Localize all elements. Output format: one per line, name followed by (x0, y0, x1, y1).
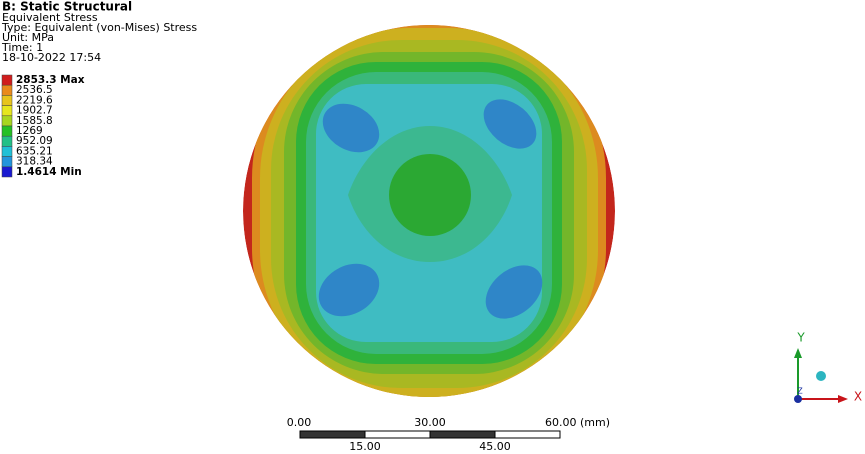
legend-swatch (1, 135, 13, 147)
result-info: Unit: MPa (2, 31, 54, 44)
z-label: Z (797, 387, 803, 396)
band (483, 99, 537, 149)
legend: 2853.3 Max2536.52219.61902.71585.8126995… (1, 74, 85, 178)
legend-swatch (1, 95, 13, 106)
legend-label: 1902.7 (16, 105, 53, 117)
legend-label: 2853.3 Max (16, 74, 85, 86)
legend-label: 1.4614 Min (16, 166, 82, 178)
band (318, 263, 380, 317)
view-ball (816, 371, 826, 381)
scale-label: 45.00 (479, 440, 511, 453)
legend-label: 318.34 (16, 156, 53, 168)
scale-segment (364, 430, 431, 439)
arrow-head (838, 395, 848, 403)
legend-swatch (1, 84, 13, 96)
scale-segment (494, 430, 561, 439)
band (485, 265, 543, 319)
band (389, 154, 471, 236)
legend-label: 1269 (16, 125, 43, 137)
legend-swatch (1, 156, 13, 168)
result-title: B: Static Structural (2, 0, 132, 14)
scale-label: 0.00 (287, 416, 312, 429)
z-axis-origin (794, 395, 802, 403)
scale-bar: 0.00 30.00 60.00 (mm) 15.00 45.00 (287, 416, 610, 453)
legend-swatch (1, 146, 13, 157)
legend-swatch (1, 74, 13, 86)
scale-segment (299, 430, 366, 439)
result-info: Time: 1 (1, 41, 43, 54)
result-info: 18-10-2022 17:54 (2, 51, 101, 64)
legend-label: 1585.8 (16, 115, 53, 127)
scale-label: 15.00 (349, 440, 381, 453)
scale-segment (429, 430, 496, 439)
band (322, 103, 380, 153)
legend-label: 952.09 (16, 135, 53, 147)
y-label: Y (796, 331, 805, 345)
legend-swatch (1, 125, 13, 137)
legend-swatch (1, 166, 13, 178)
scale-label: 60.00 (mm) (545, 416, 610, 429)
legend-swatch (1, 105, 13, 117)
legend-label: 2219.6 (16, 94, 53, 106)
scale-label: 30.00 (414, 416, 446, 429)
result-info: Equivalent Stress (2, 11, 98, 24)
legend-label: 635.21 (16, 145, 53, 157)
result-info: Type: Equivalent (von-Mises) Stress (1, 21, 197, 34)
axis-triad: Y X Z (794, 331, 862, 404)
legend-label: 2536.5 (16, 84, 53, 96)
x-label: X (854, 390, 862, 404)
legend-swatch (1, 115, 13, 127)
arrow-head (794, 348, 802, 358)
contour-plot (243, 25, 615, 397)
